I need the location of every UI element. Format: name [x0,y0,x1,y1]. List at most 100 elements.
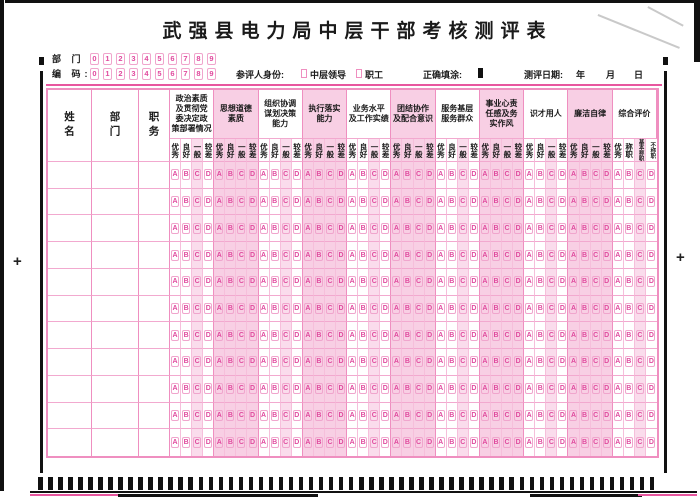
answer-bubble-C[interactable]: C [281,222,290,234]
department-cell[interactable] [92,215,139,243]
department-cell[interactable] [92,402,139,430]
answer-bubble-D[interactable]: D [469,302,478,314]
answer-bubble-C[interactable]: C [370,169,379,181]
answer-bubble-B[interactable]: B [182,169,191,181]
answer-bubble-D[interactable]: D [647,169,656,181]
answer-bubble-A[interactable]: A [480,196,489,208]
answer-bubble-A[interactable]: A [525,329,534,341]
answer-bubble-D[interactable]: D [469,276,478,288]
answer-bubble-A[interactable]: A [569,276,578,288]
answer-bubble-D[interactable]: D [292,437,301,449]
answer-bubble-D[interactable]: D [425,409,434,421]
name-cell[interactable] [48,188,92,216]
answer-bubble-A[interactable]: A [613,302,622,314]
answer-bubble-D[interactable]: D [204,437,213,449]
answer-bubble-D[interactable]: D [469,249,478,261]
answer-bubble-A[interactable]: A [613,169,622,181]
answer-bubble-D[interactable]: D [425,356,434,368]
answer-bubble-C[interactable]: C [635,249,644,261]
answer-bubble-C[interactable]: C [458,356,467,368]
answer-bubble-A[interactable]: A [436,169,445,181]
answer-bubble-B[interactable]: B [270,437,279,449]
answer-bubble-B[interactable]: B [182,383,191,395]
answer-bubble-B[interactable]: B [624,302,633,314]
answer-bubble-B[interactable]: B [182,222,191,234]
answer-bubble-A[interactable]: A [480,276,489,288]
answer-bubble-D[interactable]: D [425,383,434,395]
answer-bubble-C[interactable]: C [237,409,246,421]
department-cell[interactable] [92,349,139,376]
answer-bubble-B[interactable]: B [182,196,191,208]
answer-bubble-A[interactable]: A [348,329,357,341]
answer-bubble-B[interactable]: B [492,302,500,314]
answer-bubble-D[interactable]: D [337,169,346,181]
answer-bubble-B[interactable]: B [403,222,412,234]
answer-bubble-C[interactable]: C [325,302,334,314]
answer-bubble-C[interactable]: C [325,409,334,421]
answer-bubble-D[interactable]: D [381,409,390,421]
department-cell[interactable] [92,162,139,189]
answer-bubble-C[interactable]: C [547,302,556,314]
answer-bubble-C[interactable]: C [281,276,290,288]
answer-bubble-C[interactable]: C [237,169,246,181]
answer-bubble-C[interactable]: C [193,383,202,395]
answer-bubble-B[interactable]: B [403,409,412,421]
answer-bubble-B[interactable]: B [359,196,368,208]
name-cell[interactable] [48,349,92,376]
answer-bubble-A[interactable]: A [392,222,401,234]
answer-bubble-A[interactable]: A [215,249,224,261]
answer-bubble-D[interactable]: D [558,302,567,314]
answer-bubble-C[interactable]: C [414,437,423,449]
answer-bubble-C[interactable]: C [591,249,600,261]
answer-bubble-D[interactable]: D [248,169,257,181]
answer-bubble-D[interactable]: D [602,356,611,368]
answer-bubble-C[interactable]: C [547,169,556,181]
answer-bubble-A[interactable]: A [436,437,445,449]
answer-bubble-B[interactable]: B [226,329,235,341]
answer-bubble-D[interactable]: D [381,249,390,261]
answer-bubble-D[interactable]: D [602,383,611,395]
answer-bubble-B[interactable]: B [492,222,500,234]
duty-cell[interactable] [139,322,170,350]
duty-cell[interactable] [139,188,170,216]
answer-bubble-A[interactable]: A [436,196,445,208]
answer-bubble-A[interactable]: A [613,196,622,208]
answer-bubble-D[interactable]: D [602,276,611,288]
answer-bubble-A[interactable]: A [348,409,357,421]
answer-bubble-B[interactable]: B [447,383,456,395]
answer-bubble-A[interactable]: A [436,329,445,341]
answer-bubble-A[interactable]: A [303,276,312,288]
answer-bubble-C[interactable]: C [281,302,290,314]
answer-bubble-A[interactable]: A [215,169,224,181]
answer-bubble-C[interactable]: C [370,302,379,314]
department-digit-bubble[interactable]: 3 [129,52,138,65]
answer-bubble-B[interactable]: B [270,222,279,234]
answer-bubble-D[interactable]: D [292,169,301,181]
answer-bubble-D[interactable]: D [337,329,346,341]
answer-bubble-D[interactable]: D [292,276,301,288]
answer-bubble-A[interactable]: A [613,356,622,368]
answer-bubble-A[interactable]: A [348,276,357,288]
answer-bubble-C[interactable]: C [635,302,644,314]
answer-bubble-A[interactable]: A [525,249,534,261]
answer-bubble-D[interactable]: D [248,302,257,314]
duty-cell[interactable] [139,429,170,456]
answer-bubble-A[interactable]: A [348,302,357,314]
answer-bubble-A[interactable]: A [348,383,357,395]
answer-bubble-B[interactable]: B [403,356,412,368]
answer-bubble-C[interactable]: C [237,222,246,234]
answer-bubble-B[interactable]: B [403,169,412,181]
department-digit-bubble[interactable]: 6 [168,52,177,65]
answer-bubble-B[interactable]: B [270,169,279,181]
code-digit-bubble[interactable]: 9 [207,67,216,80]
answer-bubble-C[interactable]: C [414,356,423,368]
answer-bubble-C[interactable]: C [503,276,512,288]
answer-bubble-A[interactable]: A [392,409,401,421]
answer-bubble-D[interactable]: D [248,329,257,341]
answer-bubble-D[interactable]: D [514,276,523,288]
answer-bubble-D[interactable]: D [204,169,213,181]
answer-bubble-C[interactable]: C [325,169,334,181]
answer-bubble-A[interactable]: A [613,329,622,341]
answer-bubble-A[interactable]: A [303,329,312,341]
answer-bubble-B[interactable]: B [314,383,323,395]
